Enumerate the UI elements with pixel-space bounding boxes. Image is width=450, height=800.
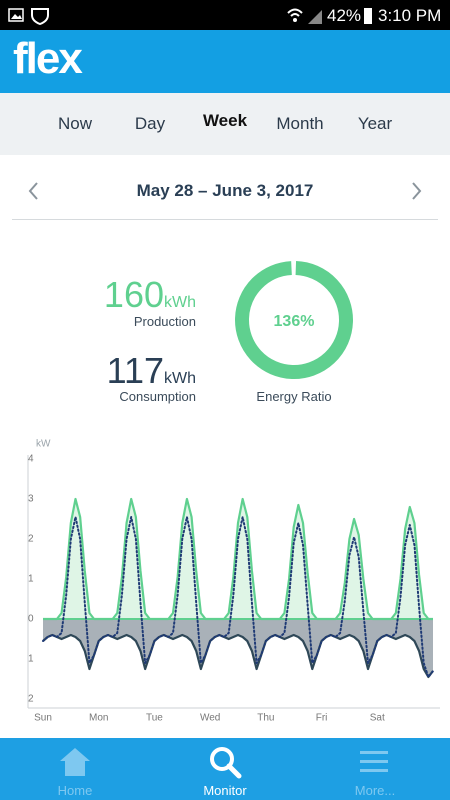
wifi-dot [293, 18, 297, 22]
x-tick-label: Thu [257, 713, 274, 724]
next-arrow-shape [412, 182, 422, 200]
y-tick-label: 2 [28, 534, 34, 545]
clock: 3:10 PM [378, 6, 442, 25]
next-arrow[interactable] [406, 180, 426, 202]
x-tick-label: Sat [370, 713, 385, 724]
y-axis-label: kW [36, 439, 51, 450]
consumption-value: 117 [106, 350, 164, 391]
y-tick-label: 1 [28, 574, 34, 585]
series-line [43, 497, 433, 621]
nav-item[interactable]: Home [57, 783, 93, 798]
ratio-value: 136% [274, 313, 315, 330]
area-fill [43, 619, 433, 677]
y-tick-label: 1 [28, 654, 34, 665]
tab-bar: Now Day Week Month Year [0, 93, 450, 155]
tab[interactable]: Day [134, 114, 166, 133]
tab[interactable]: Now [57, 114, 92, 133]
y-tick-label: 0 [28, 614, 34, 625]
chart: kW 2 1 0 1 2 3 4 Sun Mon Tue Wed Thu Fri Sat [27, 439, 440, 724]
production-value: 160 [103, 274, 164, 315]
battery-body [364, 8, 372, 24]
status-icons [8, 8, 49, 25]
prev-arrow-shape [28, 182, 38, 200]
menu-bar [360, 769, 388, 772]
ratio-ring-arc [235, 260, 353, 379]
date-range: May 28 – June 3, 2017 [136, 181, 314, 200]
x-tick-label: Sun [34, 713, 52, 724]
search-icon-circle [210, 747, 234, 771]
search-icon-handle [226, 763, 242, 779]
nav-item[interactable]: More... [354, 783, 396, 798]
consumption-summary: 117kWh [40, 350, 196, 392]
x-tick-label: Mon [89, 713, 108, 724]
battery-text: 42% [327, 6, 362, 25]
menu-bar [360, 760, 388, 763]
battery-icon [364, 8, 372, 24]
signal-icons [287, 8, 322, 24]
app-header [0, 30, 450, 93]
ratio-ring: 136% [235, 260, 353, 379]
nav-item[interactable]: Monitor [203, 783, 247, 798]
status-bar: 42% 3:10 PM [0, 0, 450, 30]
gallery-icon-shape [11, 14, 22, 19]
search-icon [210, 747, 242, 779]
x-tick-label: Fri [316, 713, 328, 724]
menu-icon [360, 751, 388, 772]
x-tick-label: Tue [146, 713, 163, 724]
consumption-label: Consumption [119, 389, 196, 404]
bottom-nav: Home Monitor More... [0, 738, 450, 800]
production-label: Production [133, 314, 196, 329]
logo: flex [13, 34, 83, 83]
home-icon-shape [60, 748, 90, 776]
prev-arrow[interactable] [24, 180, 44, 202]
area-fill [43, 499, 433, 619]
tab[interactable]: Year [357, 114, 393, 133]
consumption-unit: kWh [164, 370, 196, 387]
y-tick-label: 2 [28, 694, 34, 705]
production-unit: kWh [164, 294, 196, 311]
gallery-icon [8, 8, 24, 22]
x-tick-label: Wed [200, 713, 220, 724]
tab[interactable]: Month [276, 114, 324, 133]
separator [12, 219, 438, 220]
ratio-label: Energy Ratio [256, 389, 332, 404]
tab[interactable]: Week [202, 111, 248, 130]
home-icon [60, 748, 90, 776]
y-tick-label: 3 [28, 494, 34, 505]
wifi-icon [287, 8, 303, 17]
y-tick-label: 4 [28, 454, 34, 465]
menu-bar [360, 751, 388, 754]
shield-icon [31, 8, 49, 25]
cell-icon [308, 10, 322, 24]
series-line [42, 516, 434, 678]
production-summary: 160kWh [40, 274, 196, 316]
